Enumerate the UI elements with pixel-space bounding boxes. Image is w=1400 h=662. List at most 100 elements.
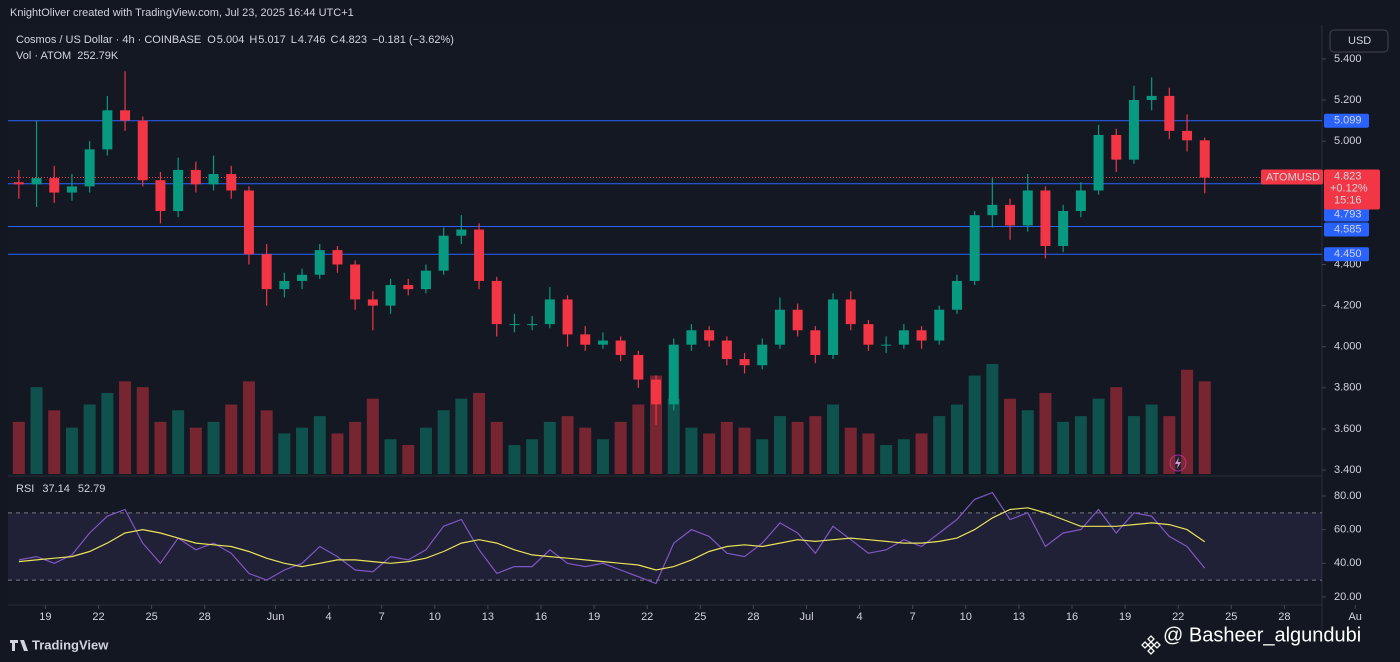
candle-body bbox=[1164, 95, 1175, 131]
x-tick-label: 16 bbox=[535, 611, 547, 623]
volume-bar bbox=[349, 421, 362, 474]
candle-body bbox=[66, 186, 77, 193]
legend: Cosmos / US Dollar · 4h · COINBASE O 5.004… bbox=[16, 34, 454, 495]
x-tick-label: 10 bbox=[429, 611, 441, 623]
candle-body bbox=[474, 229, 485, 281]
volume-bar bbox=[809, 416, 822, 474]
x-tick-label: 22 bbox=[92, 611, 104, 623]
candle-body bbox=[226, 174, 237, 191]
candle-body bbox=[721, 340, 732, 360]
x-tick-label: 25 bbox=[694, 611, 706, 623]
candle-body bbox=[208, 174, 219, 185]
candle-body bbox=[102, 110, 113, 150]
candle-body bbox=[774, 309, 785, 345]
candle-body bbox=[84, 149, 95, 187]
candle-body bbox=[385, 285, 396, 306]
volume-bar bbox=[968, 375, 981, 474]
candle-body bbox=[120, 110, 131, 121]
volume-bar bbox=[419, 427, 432, 474]
volume-bar bbox=[331, 433, 344, 474]
candle-body bbox=[49, 178, 60, 193]
candle-body bbox=[951, 280, 962, 310]
ohlc-label: H bbox=[249, 34, 257, 46]
change: −0.181 (−3.62%) bbox=[372, 34, 454, 46]
plot-area bbox=[8, 25, 1322, 605]
candle-body bbox=[438, 235, 449, 271]
volume-bar bbox=[1198, 381, 1211, 474]
ohlc-value: 5.004 bbox=[217, 34, 245, 46]
candle-body bbox=[155, 180, 166, 212]
volume-bar bbox=[738, 427, 751, 474]
volume-bar bbox=[437, 410, 450, 474]
candle-body bbox=[261, 254, 272, 290]
volume-bar bbox=[791, 421, 804, 474]
volume-bar bbox=[136, 387, 149, 474]
currency-box[interactable] bbox=[1329, 29, 1389, 53]
x-tick-label: 25 bbox=[145, 611, 157, 623]
y-tick-label: 60.00 bbox=[1334, 524, 1362, 536]
price-label-box bbox=[1324, 207, 1369, 222]
x-tick-label: 13 bbox=[1013, 611, 1025, 623]
volume-bar bbox=[773, 416, 786, 474]
volume-bar bbox=[1004, 398, 1017, 474]
volume-bar bbox=[1110, 387, 1123, 474]
currency[interactable]: USD bbox=[1348, 35, 1371, 47]
volume-bar bbox=[490, 421, 503, 474]
candle-body bbox=[792, 309, 803, 331]
candle-body bbox=[1005, 204, 1016, 226]
volume-bar bbox=[685, 427, 698, 474]
x-tick-label: 19 bbox=[1119, 611, 1131, 623]
candle-body bbox=[1093, 134, 1104, 191]
rsi-line bbox=[18, 507, 1206, 571]
y-tick-label: 4.400 bbox=[1334, 258, 1362, 270]
volume-bar bbox=[703, 433, 716, 474]
volume-bar bbox=[473, 392, 486, 474]
candle-body bbox=[509, 324, 520, 326]
x-tick-label: 4 bbox=[326, 611, 332, 623]
candle-body bbox=[456, 229, 467, 236]
candle-body bbox=[580, 334, 591, 345]
candle-body bbox=[987, 204, 998, 216]
last-price: 4.823 bbox=[1334, 170, 1362, 182]
candle-body bbox=[1146, 95, 1157, 101]
countdown: 15:16 bbox=[1334, 194, 1362, 206]
x-tick-label: 7 bbox=[910, 611, 916, 623]
y-tick-label: 3.600 bbox=[1334, 423, 1362, 435]
watermark: @ Basheer_algundubi bbox=[1163, 624, 1361, 646]
last-price-box bbox=[1324, 169, 1380, 210]
candle-body bbox=[1182, 130, 1193, 141]
candle-body bbox=[367, 299, 378, 306]
volume-bar bbox=[720, 421, 733, 474]
rsi-legend: 52.79 bbox=[78, 483, 106, 495]
volume-bar bbox=[1057, 421, 1070, 474]
candle-body bbox=[916, 330, 927, 341]
candle-body bbox=[686, 330, 697, 345]
volume-name: Vol · ATOM bbox=[16, 50, 71, 62]
volume-bar bbox=[65, 427, 78, 474]
price-label-box bbox=[1324, 222, 1369, 237]
volume-bar bbox=[278, 433, 291, 474]
candle-body bbox=[810, 330, 821, 355]
candle-body bbox=[1022, 190, 1033, 226]
volume-bar bbox=[366, 398, 379, 474]
volume-bar bbox=[313, 416, 326, 474]
candle-body bbox=[1111, 134, 1122, 160]
candle-body bbox=[881, 344, 892, 346]
candle-body bbox=[527, 324, 538, 326]
volume-bar bbox=[83, 404, 96, 474]
rsi-legend: 37.14 bbox=[42, 483, 70, 495]
ohlc-label: O bbox=[207, 34, 216, 46]
candle-body bbox=[332, 250, 343, 265]
rsi-title: RSI bbox=[16, 483, 34, 495]
candle-body bbox=[13, 182, 24, 185]
x-tick-label: 22 bbox=[1172, 611, 1184, 623]
y-tick-label: 4.200 bbox=[1334, 300, 1362, 312]
ohlc-value: 4.823 bbox=[339, 34, 367, 46]
x-tick-label: 28 bbox=[1278, 611, 1290, 623]
price-label: 4.585 bbox=[1334, 223, 1362, 235]
candle-body bbox=[420, 270, 431, 290]
volume-bar bbox=[1021, 410, 1034, 474]
y-tick-label: 40.00 bbox=[1334, 557, 1362, 569]
volume-bar bbox=[543, 421, 556, 474]
